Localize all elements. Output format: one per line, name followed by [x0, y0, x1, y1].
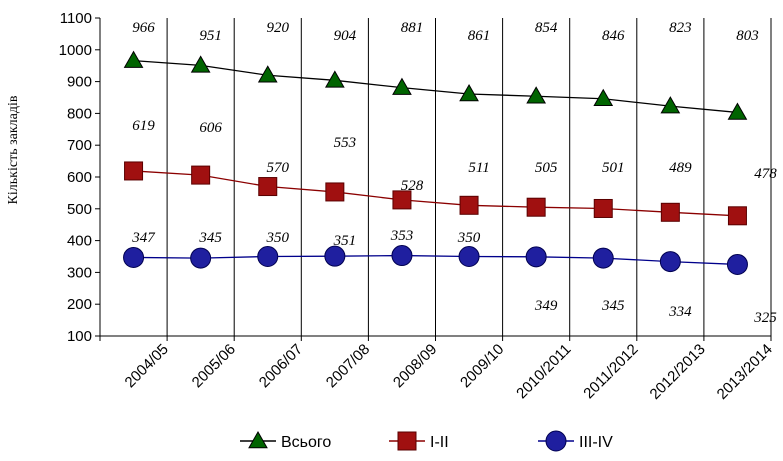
data-label: 854 [535, 20, 558, 36]
marker-square [459, 195, 479, 215]
grid-lines [166, 18, 772, 336]
x-tick-label: 2008/09 [390, 341, 440, 391]
data-label: 349 [534, 298, 558, 314]
marker-triangle [190, 55, 211, 73]
marker-square [660, 202, 680, 222]
x-tick-label: 2004/05 [122, 341, 172, 391]
data-label: 920 [267, 20, 290, 36]
data-label: 823 [669, 20, 692, 36]
marker-square [325, 182, 345, 202]
data-label: 528 [401, 178, 424, 194]
y-tick-label: 300 [67, 264, 92, 281]
marker-square [124, 161, 144, 181]
data-label: 553 [334, 135, 357, 151]
y-tick-label: 1100 [60, 10, 92, 27]
data-label: 803 [736, 28, 759, 44]
data-label: 505 [535, 160, 558, 176]
data-label: 570 [267, 160, 290, 176]
data-label: 861 [468, 28, 491, 44]
data-label: 325 [753, 310, 777, 326]
marker-triangle [324, 70, 345, 88]
x-tick-label: 2009/10 [457, 341, 507, 391]
data-label: 347 [131, 230, 156, 246]
marker-circle [525, 246, 547, 268]
legend-label: ІІІ-ІV [579, 434, 613, 451]
x-tick-label: 2013/2014 [714, 341, 776, 403]
y-tick-label: 1000 [59, 42, 92, 59]
series-line-2 [133, 254, 738, 266]
marker-triangle [257, 65, 278, 83]
legend-label: Всього [281, 434, 331, 451]
x-tick-label: 2010/2011 [513, 341, 574, 402]
data-labels: 966 951 920 904 881 861 854 846 823 803 619 606 570 5… [131, 20, 777, 326]
marker-triangle [526, 86, 547, 104]
marker-triangle [727, 102, 748, 120]
marker-circle [324, 245, 346, 267]
marker-circle [257, 246, 279, 267]
data-label: 345 [198, 230, 222, 246]
legend-marker-square [397, 431, 417, 451]
marker-triangle [593, 88, 614, 107]
legend: Всього І-ІІ ІІІ-ІV [240, 430, 613, 452]
series-line-1 [133, 170, 738, 217]
marker-square [526, 197, 546, 217]
series-markers [123, 50, 748, 275]
y-tick-label: 500 [67, 201, 92, 218]
marker-triangle [392, 77, 412, 95]
x-tick-label: 2012/2013 [647, 341, 709, 403]
data-label: 881 [401, 20, 424, 36]
legend-marker-circle [545, 430, 567, 452]
x-tick-label: 2011/2012 [580, 341, 641, 402]
data-label: 334 [668, 304, 692, 320]
marker-circle [726, 253, 748, 275]
marker-circle [659, 251, 681, 273]
y-tick-label: 600 [67, 169, 92, 186]
marker-circle [458, 246, 480, 267]
marker-square [258, 177, 278, 197]
marker-circle [123, 246, 145, 268]
legend-marker-triangle [248, 430, 268, 449]
marker-circle [391, 245, 413, 267]
data-label: 846 [602, 28, 625, 44]
marker-circle [592, 247, 614, 269]
marker-circle [190, 247, 212, 269]
data-label: 501 [602, 160, 625, 176]
marker-square [191, 165, 211, 185]
y-tick-label: 800 [67, 105, 92, 122]
x-tick-labels: 2004/05 2005/06 2006/07 2007/08 2008/09 2009/… [99, 336, 776, 403]
data-label: 353 [390, 228, 414, 244]
series-line-0 [133, 59, 738, 114]
data-label: 489 [669, 160, 692, 176]
y-tick-label: 900 [67, 74, 92, 91]
marker-triangle [123, 50, 144, 68]
marker-square [593, 198, 613, 218]
y-tick-label: 100 [67, 328, 92, 345]
data-label: 350 [266, 230, 290, 246]
data-label: 351 [333, 233, 357, 249]
y-axis-label: Кількість закладів [6, 95, 21, 204]
data-label: 904 [334, 28, 357, 44]
data-label: 511 [468, 160, 489, 176]
data-label: 966 [132, 20, 155, 36]
data-label: 478 [754, 166, 777, 182]
data-label: 345 [601, 298, 625, 314]
y-tick-label: 400 [67, 233, 92, 250]
x-tick-label: 2007/08 [323, 341, 373, 391]
y-tick-labels: 100 200 300 400 500 600 700 800 900 1000 1100 [59, 10, 100, 345]
y-tick-label: 700 [67, 137, 92, 154]
marker-triangle [459, 83, 479, 102]
data-label: 606 [199, 120, 222, 136]
marker-triangle [660, 96, 681, 114]
marker-square [727, 206, 747, 226]
y-tick-label: 200 [67, 296, 92, 313]
data-label: 619 [132, 118, 155, 134]
series-lines [133, 59, 738, 266]
x-tick-label: 2006/07 [256, 341, 306, 391]
data-label: 350 [457, 230, 481, 246]
marker-square [392, 190, 412, 210]
x-tick-label: 2005/06 [189, 341, 239, 391]
legend-label: І-ІІ [430, 434, 449, 451]
data-label: 951 [199, 28, 222, 44]
